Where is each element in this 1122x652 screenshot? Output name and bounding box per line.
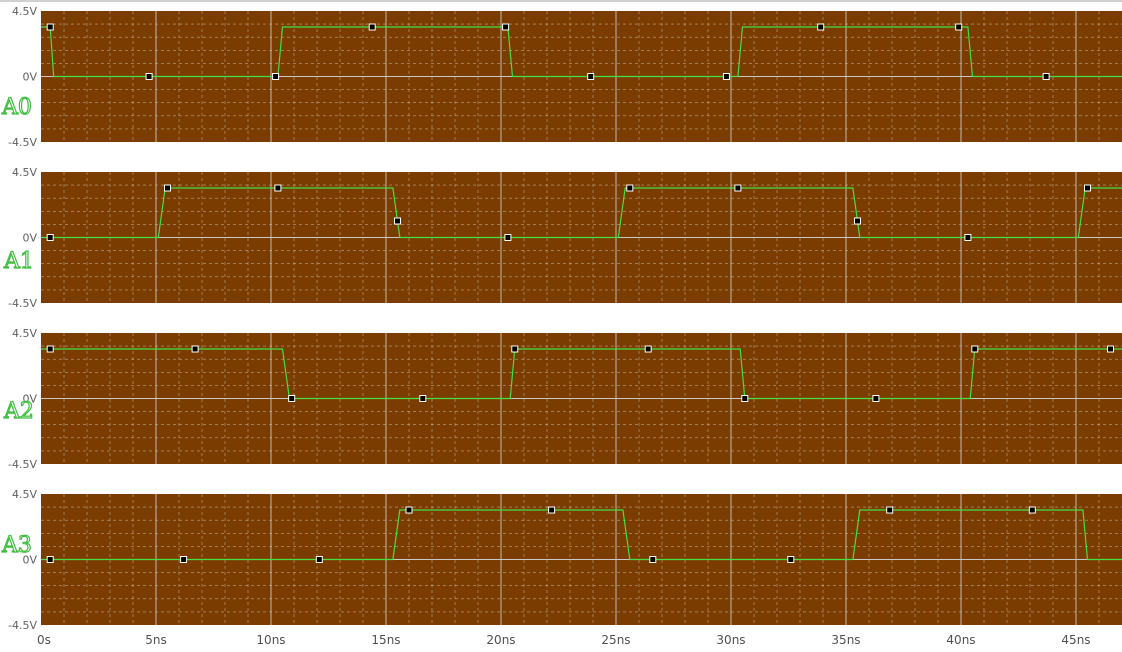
trace-marker (1107, 345, 1114, 353)
y-tick-label: 0V (22, 554, 37, 567)
x-tick-label: 45ns (1061, 633, 1090, 647)
trace-marker (1084, 184, 1091, 192)
x-tick-label: 35ns (831, 633, 860, 647)
trace-line-a2 (41, 348, 1122, 400)
hand-label-a0: A0 (1, 95, 32, 120)
trace-marker (191, 345, 199, 353)
trace-marker (394, 217, 401, 225)
y-tick-label: 4.5V (12, 5, 37, 18)
trace-marker (46, 345, 54, 353)
handwritten-labels: A0 A1 A2 A3 (0, 94, 34, 558)
trace-line-a0 (41, 26, 1122, 78)
trace-marker (741, 395, 749, 402)
y-tick-label: -4.5V (8, 136, 37, 149)
trace-marker (587, 73, 595, 80)
panels-layer: 4.5V 0V -4.5V 4.5V 0V -4.5V 4.5V 0V -4.5V 4.5V 0V -… (8, 5, 1122, 632)
x-tick-label: 25ns (601, 633, 630, 647)
y-tick-label: 0V (22, 393, 37, 406)
trace-panel-a1: 4.5V 0V -4.5V (8, 166, 1122, 310)
y-tick-label: -4.5V (8, 297, 37, 310)
hand-label-a2: A2 (3, 399, 34, 424)
trace-marker (405, 506, 413, 514)
y-tick-label: -4.5V (8, 619, 37, 632)
trace-marker (368, 23, 376, 31)
trace-marker (164, 184, 171, 192)
y-tick-label: 4.5V (12, 327, 37, 340)
trace-marker (964, 234, 972, 241)
trace-marker (315, 556, 323, 563)
x-axis: 0s 5ns 10ns 15ns 20ns 25ns 30ns 35ns 40ns 45ns (37, 633, 1091, 647)
trace-marker (46, 234, 54, 241)
trace-marker (886, 506, 894, 514)
trace-panel-a2: 4.5V 0V -4.5V (8, 327, 1122, 471)
hand-label-a1: A1 (3, 249, 34, 274)
y-tick-label: 0V (22, 232, 37, 245)
y-tick-label: -4.5V (8, 458, 37, 471)
trace-marker (722, 73, 730, 80)
trace-marker (1042, 73, 1050, 80)
trace-marker (548, 506, 556, 514)
trace-marker (46, 556, 54, 563)
trace-marker (817, 23, 825, 31)
trace-marker (626, 184, 634, 192)
x-tick-label: 30ns (716, 633, 745, 647)
trace-marker (644, 345, 652, 353)
trace-panel-a3: 4.5V 0V -4.5V (8, 488, 1122, 632)
trace-panel-a0: 4.5V 0V -4.5V (8, 5, 1122, 149)
trace-marker (46, 23, 54, 31)
x-tick-label: 0s (37, 633, 51, 647)
trace-marker (787, 556, 795, 563)
trace-line-a1 (41, 187, 1122, 239)
trace-marker (274, 184, 282, 192)
x-tick-label: 20ns (486, 633, 515, 647)
trace-marker (854, 217, 861, 225)
trace-marker (734, 184, 742, 192)
x-tick-label: 5ns (145, 633, 167, 647)
hand-label-a3: A3 (1, 533, 32, 558)
trace-marker (971, 345, 979, 353)
trace-marker (502, 23, 510, 31)
trace-marker (1028, 506, 1036, 514)
x-tick-label: 15ns (371, 633, 400, 647)
trace-marker (288, 395, 296, 402)
trace-marker (955, 23, 963, 31)
trace-marker (504, 234, 512, 241)
trace-line-a3 (41, 509, 1122, 561)
y-tick-label: 0V (22, 71, 37, 84)
y-tick-label: 4.5V (12, 488, 37, 501)
trace-marker (145, 73, 153, 80)
x-tick-label: 10ns (256, 633, 285, 647)
trace-marker (649, 556, 657, 563)
trace-marker (511, 345, 519, 353)
trace-marker (872, 395, 880, 402)
trace-marker (419, 395, 427, 402)
y-tick-label: 4.5V (12, 166, 37, 179)
x-tick-label: 40ns (946, 633, 975, 647)
trace-marker (180, 556, 188, 563)
trace-marker (272, 73, 280, 80)
